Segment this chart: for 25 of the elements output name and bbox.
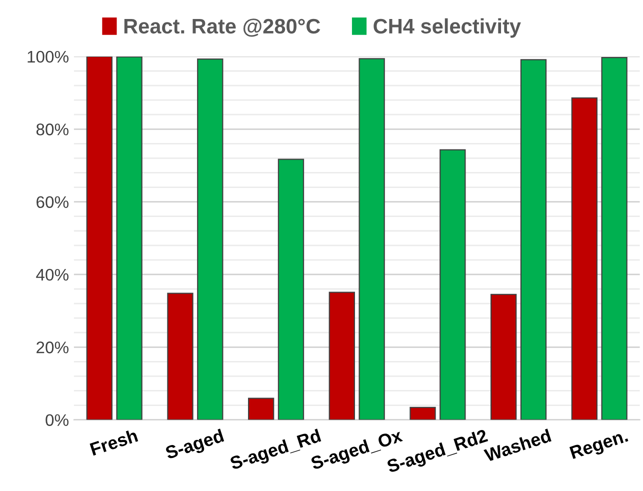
x-tick-label: Regen. [569,429,630,463]
y-tick-label: 20% [36,342,68,354]
bar [358,58,385,420]
bar [167,292,194,420]
bar [440,149,466,420]
x-tick-label: Fresh [90,428,138,456]
bar [278,158,304,420]
legend-label: CH4 selectivity [374,18,521,38]
legend-label: React. Rate @280°C [124,18,320,37]
bar [490,294,517,420]
y-tick-label: 60% [36,196,68,208]
bar [328,292,355,420]
bar [410,406,436,420]
bar [248,398,274,420]
bar [197,58,224,420]
y-tick-label: 100% [28,50,68,63]
bar [116,56,142,420]
bar [601,57,628,420]
y-tick-label: 0% [46,414,68,426]
bar [86,56,112,420]
bar [520,59,547,420]
bar [571,97,598,420]
y-tick-label: 80% [36,124,68,136]
x-tick-label: S-aged [164,428,226,463]
y-tick-label: 40% [36,268,68,281]
